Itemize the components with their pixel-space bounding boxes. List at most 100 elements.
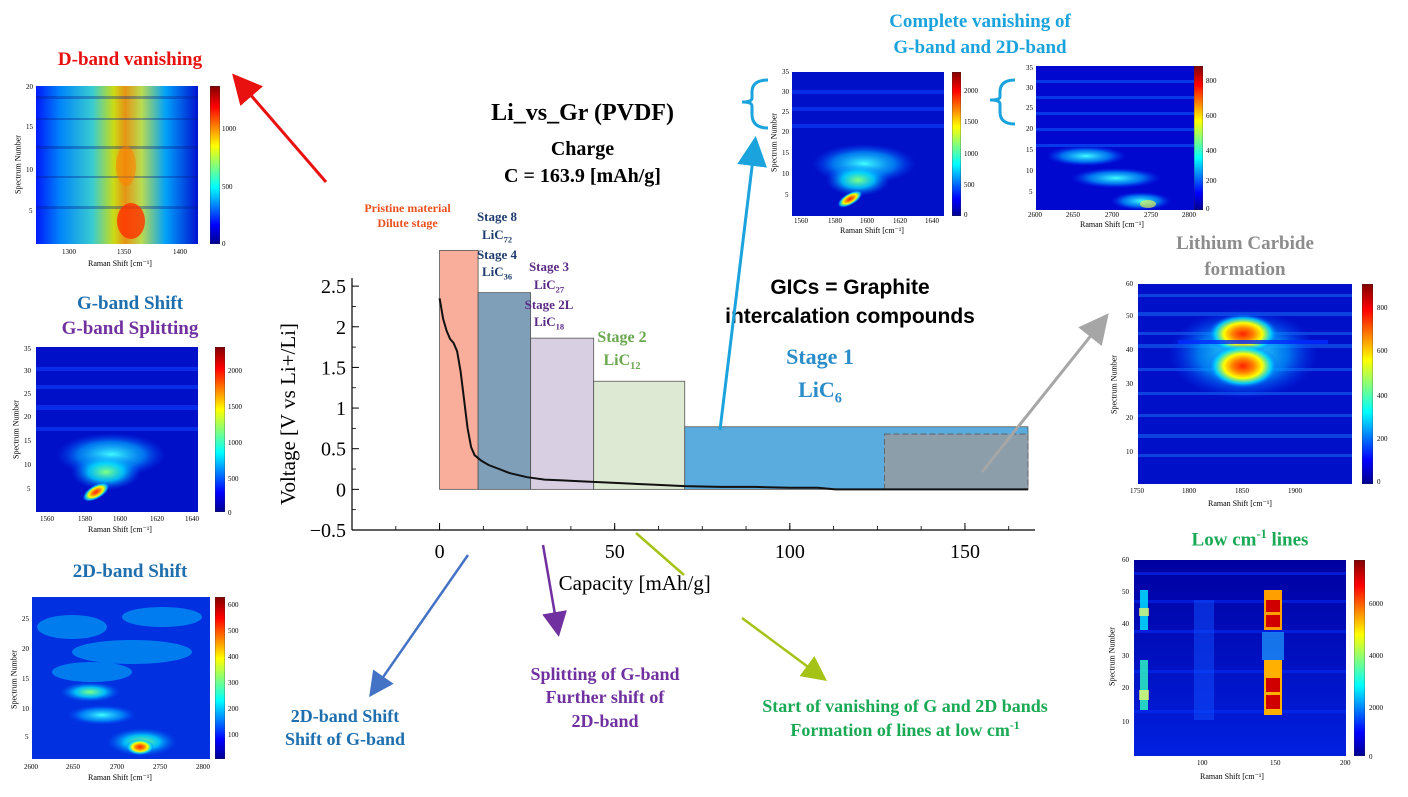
heatmap-carbide-plot — [1138, 284, 1352, 484]
x-tick: 2600 — [1028, 211, 1042, 219]
y-tick: 15 — [26, 123, 33, 131]
y-tick: 20 — [1122, 684, 1129, 692]
x-tick: 1600 — [860, 217, 874, 225]
cb-tick: 500 — [222, 183, 233, 191]
y-tick: 25 — [1026, 104, 1033, 112]
x-axis-label: Capacity [mAh/g] — [559, 571, 711, 595]
x-tick: 2750 — [1144, 211, 1158, 219]
y-tick: 20 — [1026, 125, 1033, 133]
colorbar-carbide — [1362, 284, 1373, 484]
y-label: Spectrum Number — [1107, 627, 1117, 686]
y-tick: 40 — [1126, 346, 1133, 354]
cb-tick: 100 — [228, 731, 239, 739]
y-tick: 20 — [782, 128, 789, 136]
y-tick: 10 — [24, 461, 31, 469]
cb-tick: 400 — [1377, 392, 1388, 400]
y-label: Spectrum Number — [9, 650, 19, 709]
li-carbide-title-1: Lithium Carbide — [1176, 233, 1314, 254]
y-tick: 20 — [24, 413, 31, 421]
x-tick: 2700 — [1105, 211, 1119, 219]
y-tick: 20 — [1126, 414, 1133, 422]
li-carbide-title-2: formation — [1204, 259, 1286, 280]
y-tick: 35 — [1026, 64, 1033, 72]
y-tick: 25 — [24, 390, 31, 398]
x-tick: 100 — [1197, 759, 1208, 767]
x-tick: 1580 — [828, 217, 842, 225]
y-label: Spectrum Number — [1109, 355, 1119, 414]
x-label: Raman Shift [cm⁻¹] — [1080, 220, 1144, 229]
x-tick: 2800 — [196, 763, 210, 771]
complete-vanish-title-2: G-band and 2D-band — [893, 37, 1067, 58]
colorbar-2d-band — [215, 597, 225, 759]
colorbar-low-cm — [1354, 560, 1365, 756]
y-tick: 5 — [25, 733, 29, 741]
stage-2-label: Stage 2 LiC12 — [597, 329, 647, 373]
x-tick: 1560 — [40, 515, 54, 523]
y-tick: 30 — [1122, 652, 1129, 660]
cb-tick: 500 — [228, 627, 239, 635]
heatmap-d-band: 1000 500 0 20 15 10 5 1300 1350 1400 Ram… — [13, 83, 237, 268]
x-tick: 1350 — [117, 248, 131, 256]
x-tick: 1800 — [1182, 487, 1196, 495]
cb-tick: 1500 — [964, 118, 978, 126]
stage-pristine-label: Pristine material Dilute stage — [364, 201, 451, 230]
cb-tick: 0 — [1377, 478, 1381, 486]
voltage-capacity-chart: −0.5 0 0.5 1 1.5 2 2.5 0 50 100 150 Capacity [mAh/g… — [276, 249, 1035, 595]
y-tick-label: 1.5 — [321, 357, 346, 379]
stage-3-label: Stage 3 LiC27 Stage 2L LiC18 — [524, 259, 574, 332]
y-tick: 40 — [1122, 620, 1129, 628]
arrow-vanish — [741, 616, 828, 681]
x-tick: 150 — [1270, 759, 1281, 767]
y-label: Spectrum Number — [13, 135, 23, 194]
cb-tick: 0 — [1369, 753, 1373, 761]
x-tick: 2650 — [66, 763, 80, 771]
y-tick-label: 0.5 — [321, 439, 346, 461]
y-tick-label: −0.5 — [310, 520, 346, 542]
g-split-title: G-band Splitting — [61, 318, 199, 339]
heatmap-carbide: 800 600 400 200 0 60 50 40 30 20 10 1750… — [1100, 280, 1400, 510]
cb-tick: 200 — [1377, 435, 1388, 443]
y-tick: 5 — [785, 191, 789, 199]
bottom-label-a: 2D-band Shift Shift of G-band — [284, 706, 406, 750]
y-axis-label: Voltage [V vs Li+/Li] — [276, 323, 300, 505]
cb-tick: 300 — [228, 679, 239, 687]
cb-tick: 600 — [1377, 347, 1388, 355]
colorbar-g-band — [215, 347, 225, 512]
cb-tick: 600 — [1206, 112, 1217, 120]
x-tick: 1400 — [173, 248, 187, 256]
y-tick: 35 — [782, 68, 789, 76]
y-tick: 50 — [1122, 588, 1129, 596]
y-tick: 25 — [22, 615, 29, 623]
y-tick-label: 2.5 — [321, 276, 346, 298]
x-tick-label: 0 — [435, 541, 445, 563]
capacity-label: C = 163.9 [mAh/g] — [504, 165, 661, 187]
x-label: Raman Shift [cm⁻¹] — [88, 773, 152, 782]
x-tick-label: 150 — [950, 541, 980, 563]
x-tick: 2600 — [24, 763, 38, 771]
gic-label-2: intercalation compounds — [725, 305, 975, 328]
x-tick: 200 — [1340, 759, 1351, 767]
stage-bar — [530, 337, 595, 490]
2d-shift-title: 2D-band Shift — [72, 561, 188, 582]
colorbar-top-2d — [1194, 66, 1203, 210]
x-label: Raman Shift [cm⁻¹] — [88, 259, 152, 268]
y-tick: 5 — [1029, 188, 1033, 196]
cb-tick: 400 — [1206, 147, 1217, 155]
x-tick-label: 100 — [775, 541, 805, 563]
x-tick: 2800 — [1182, 211, 1196, 219]
y-tick: 5 — [29, 207, 33, 215]
low-cm-title: Low cm-1 lines — [1191, 527, 1309, 551]
heatmap-low-cm-plot — [1134, 560, 1346, 756]
cb-tick: 4000 — [1369, 652, 1383, 660]
stage-8-label: Stage 8 LiC72 Stage 4 LiC36 — [476, 209, 518, 282]
cb-tick: 500 — [964, 181, 975, 189]
x-label: Raman Shift [cm⁻¹] — [88, 525, 152, 534]
x-tick: 1560 — [794, 217, 808, 225]
cb-tick: 2000 — [228, 367, 242, 375]
y-tick-label: 0 — [336, 479, 346, 501]
bottom-label-c: Start of vanishing of G and 2D bands For… — [762, 696, 1048, 741]
y-tick: 15 — [24, 437, 31, 445]
y-tick: 10 — [22, 705, 29, 713]
x-tick: 1600 — [113, 515, 127, 523]
cb-tick: 200 — [1206, 177, 1217, 185]
